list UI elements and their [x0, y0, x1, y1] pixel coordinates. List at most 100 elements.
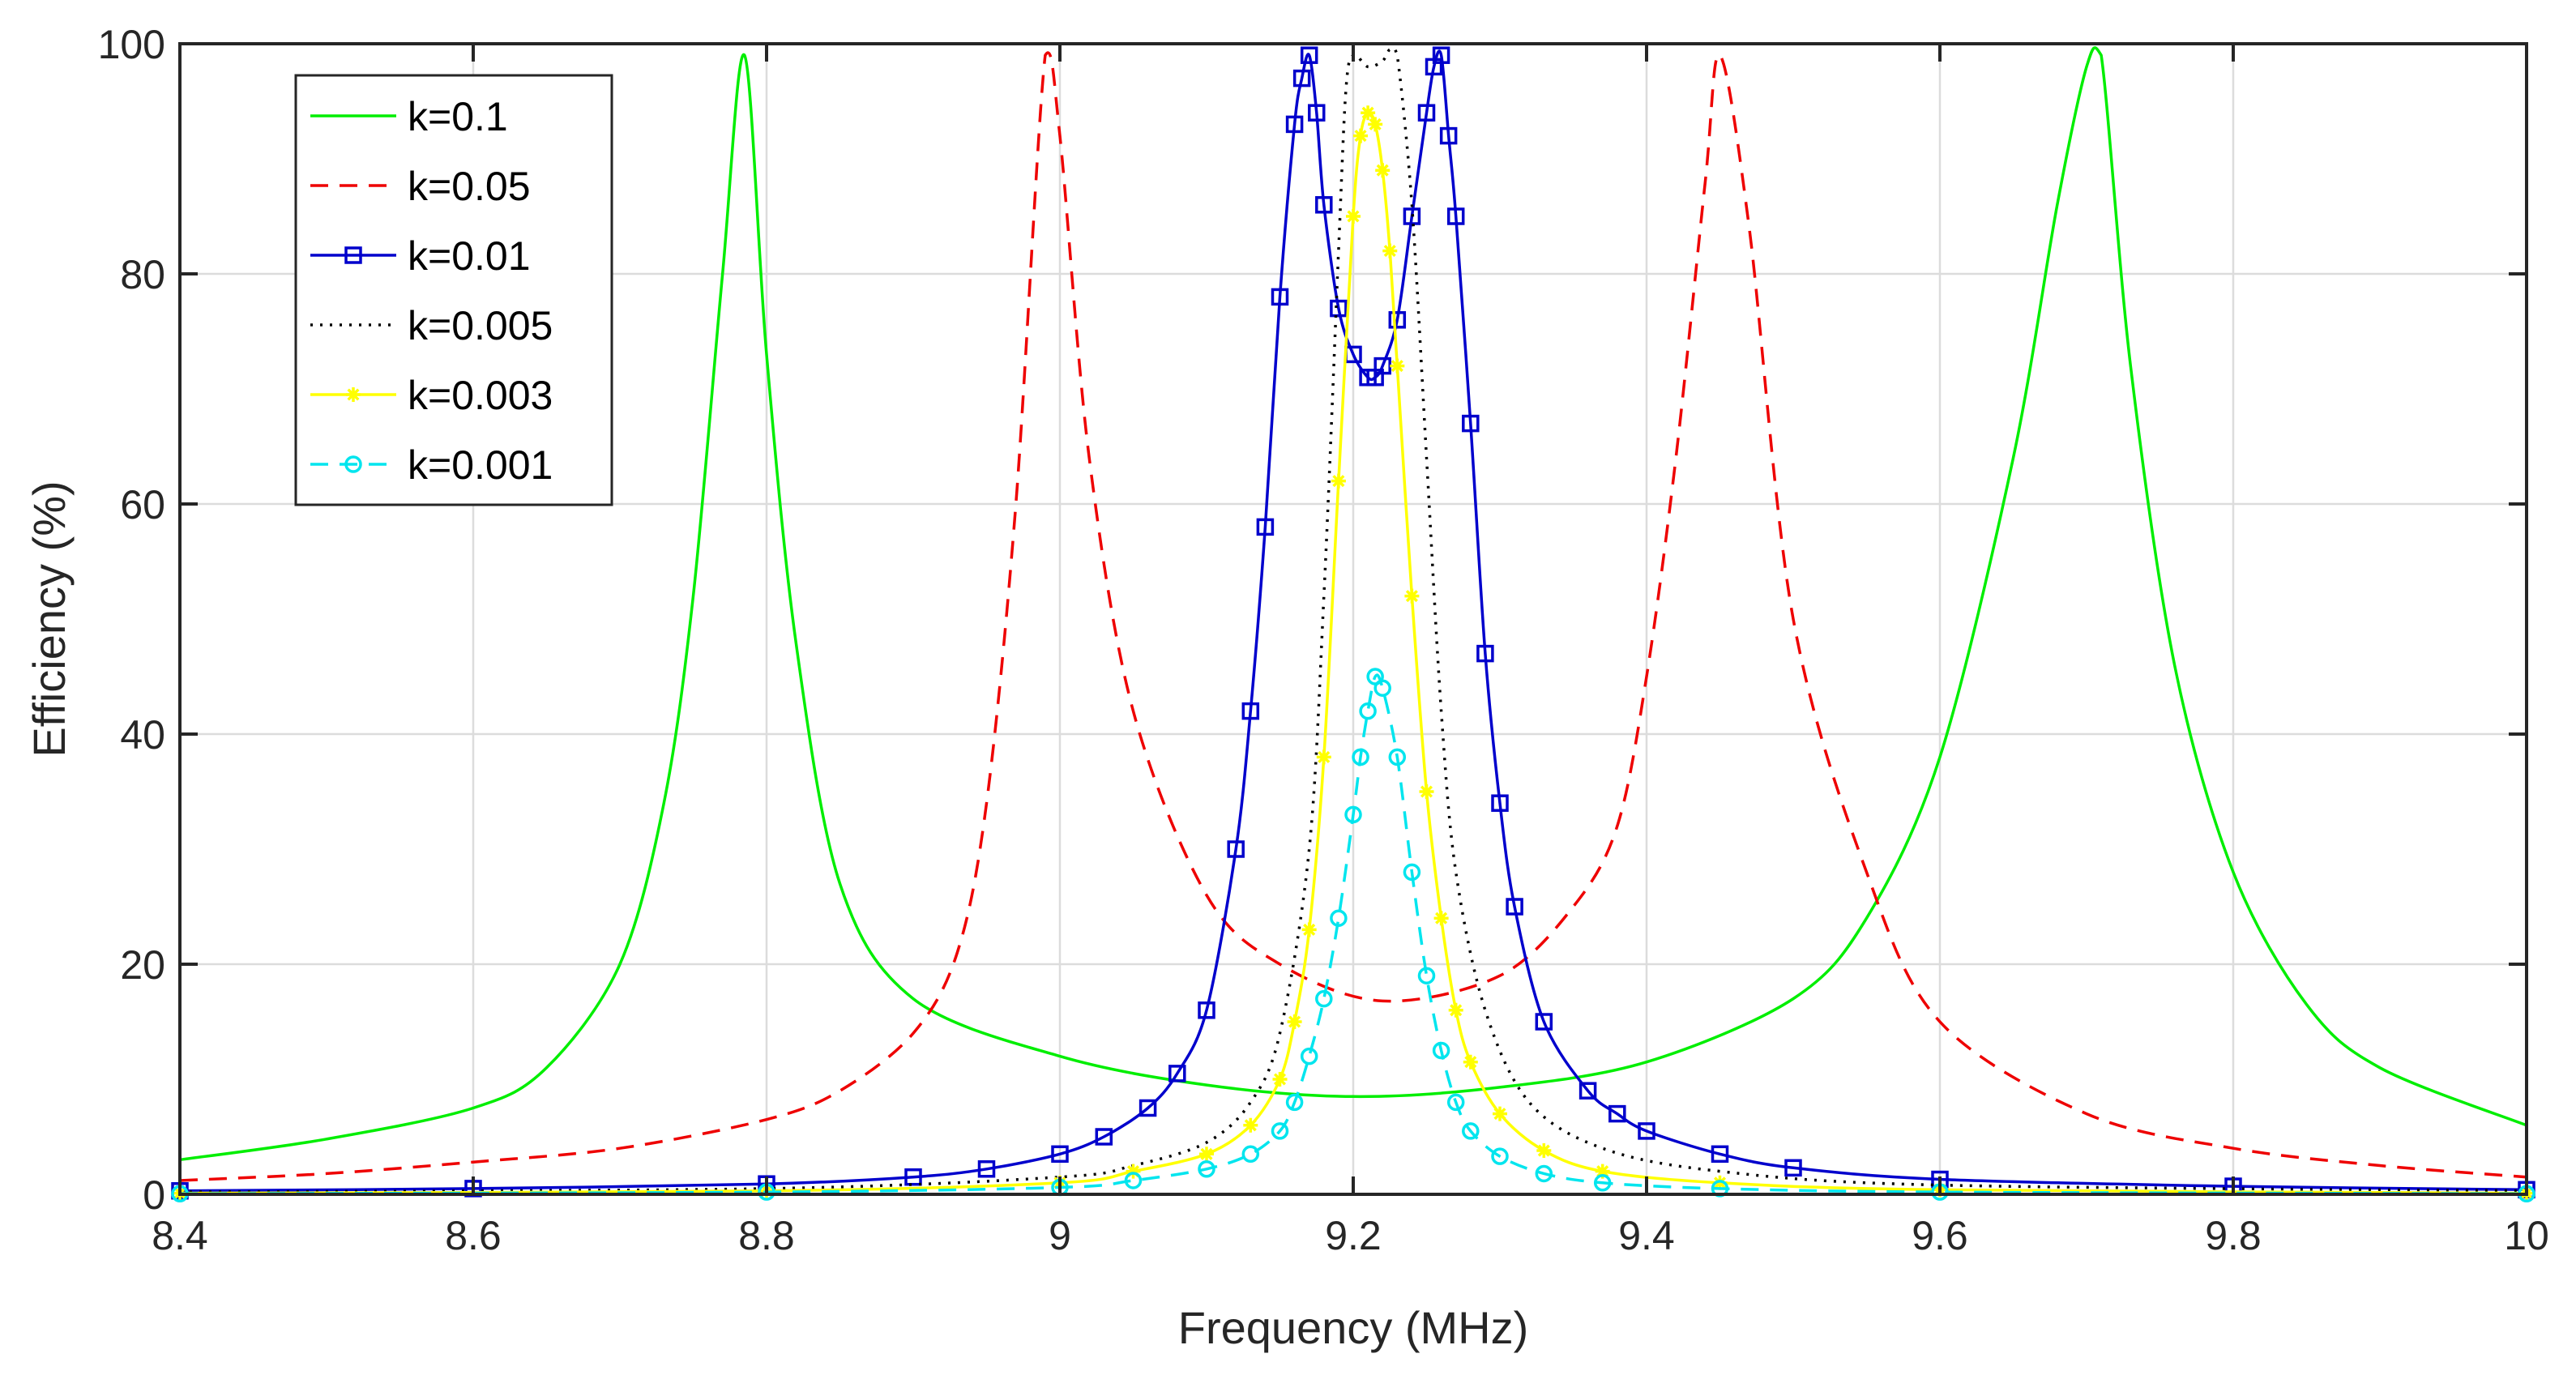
data-point-marker: [1417, 104, 1436, 122]
data-point-marker: [1138, 1099, 1157, 1117]
data-point-marker: [1375, 163, 1391, 178]
series-k-0.003: [173, 105, 2534, 1201]
data-point-marker: [1432, 46, 1450, 64]
legend-label: k=0.05: [408, 164, 531, 209]
legend-label: k=0.003: [408, 373, 553, 418]
data-point-marker: [1419, 784, 1434, 799]
legend-item[interactable]: k=0.005: [310, 303, 553, 348]
data-point-marker: [1271, 288, 1289, 306]
y-tick-label: 20: [120, 942, 165, 988]
legend-marker: [346, 387, 361, 402]
data-point-marker: [1535, 1164, 1553, 1183]
x-axis-label: Frequency (MHz): [1178, 1302, 1529, 1353]
data-point-marker: [1711, 1145, 1729, 1164]
data-point-marker: [1578, 1082, 1597, 1100]
data-point-marker: [1241, 1145, 1260, 1164]
legend-item[interactable]: k=0.01: [310, 233, 531, 279]
data-point-marker: [1388, 311, 1407, 329]
data-point-marker: [1433, 911, 1449, 926]
data-point-marker: [1256, 518, 1275, 536]
data-point-marker: [1199, 1147, 1214, 1162]
data-point-marker: [1308, 104, 1326, 122]
x-tick-label: 9: [1049, 1213, 1071, 1258]
data-point-marker: [1403, 863, 1421, 882]
legend-item[interactable]: k=0.003: [310, 373, 553, 418]
y-axis-label: Efficiency (%): [23, 480, 75, 757]
data-point-marker: [1382, 243, 1398, 258]
data-point-marker: [1285, 115, 1304, 134]
data-point-marker: [1462, 414, 1480, 433]
data-point-marker: [1315, 196, 1333, 214]
data-point-marker: [1272, 1072, 1288, 1087]
legend-label: k=0.005: [408, 303, 553, 348]
data-point-marker: [1124, 1172, 1143, 1189]
legend-item[interactable]: k=0.001: [310, 442, 553, 488]
data-point-marker: [1506, 898, 1523, 916]
data-point-marker: [1300, 1047, 1318, 1065]
data-point-marker: [1353, 128, 1369, 143]
data-point-marker: [1285, 1093, 1304, 1112]
data-point-marker: [1126, 1164, 1141, 1179]
y-tick-label: 80: [120, 252, 165, 297]
data-point-marker: [1446, 1093, 1465, 1112]
data-point-marker: [1404, 588, 1420, 604]
data-point-marker: [977, 1160, 996, 1178]
x-tick-label: 9.6: [1912, 1213, 1968, 1258]
data-point-marker: [1638, 1122, 1655, 1140]
data-point-marker: [1316, 749, 1331, 765]
data-point-marker: [1403, 207, 1421, 225]
legend-item[interactable]: k=0.05: [310, 164, 531, 209]
series-line: [179, 51, 2527, 1182]
legend-label: k=0.01: [408, 233, 531, 279]
y-tick-label: 40: [120, 712, 165, 758]
data-point-marker: [1462, 1122, 1480, 1140]
data-point-marker: [1198, 1001, 1215, 1019]
data-point-marker: [1271, 1122, 1289, 1140]
data-point-marker: [1535, 1013, 1553, 1031]
data-point-marker: [1784, 1159, 1802, 1177]
legend-marker: [344, 246, 362, 264]
data-point-marker: [1608, 1104, 1626, 1123]
legend-box: [294, 74, 613, 506]
series-layer: [171, 46, 2535, 1203]
data-point-marker: [1301, 922, 1317, 937]
data-point-marker: [1227, 840, 1245, 858]
data-point-marker: [1346, 209, 1361, 224]
data-point-marker: [1292, 69, 1311, 88]
data-point-marker: [1491, 794, 1509, 812]
data-point-marker: [1051, 1145, 1069, 1164]
data-point-marker: [1330, 909, 1348, 927]
data-point-marker: [1287, 1014, 1302, 1029]
x-tick-label: 9.2: [1325, 1213, 1382, 1258]
data-point-marker: [1448, 1002, 1463, 1018]
data-point-marker: [1198, 1160, 1215, 1178]
data-point-marker: [904, 1168, 922, 1186]
data-point-marker: [1300, 46, 1318, 64]
data-point-marker: [1432, 1041, 1450, 1060]
series-line: [179, 46, 2527, 1162]
data-point-marker: [1463, 1054, 1478, 1070]
legend-label: k=0.001: [408, 442, 553, 488]
x-tick-label: 8.6: [445, 1213, 502, 1258]
legend[interactable]: k=0.1 k=0.05 k=0.01 k=0.005 k=0.003 k=0.001: [294, 74, 613, 506]
data-point-marker: [1241, 702, 1260, 720]
x-tick-label: 9.8: [2205, 1213, 2262, 1258]
data-point-marker: [1344, 805, 1362, 824]
data-point-marker: [1373, 357, 1391, 375]
y-tick-label: 0: [143, 1172, 165, 1218]
data-point-marker: [1095, 1128, 1113, 1146]
data-point-marker: [1330, 299, 1348, 318]
data-point-marker: [1388, 748, 1407, 766]
legend-marker: [344, 455, 362, 473]
data-point-marker: [1476, 644, 1494, 663]
data-point-marker: [1168, 1065, 1186, 1082]
data-point-marker: [1331, 473, 1346, 489]
x-tick-label: 9.4: [1618, 1213, 1675, 1258]
legend-item[interactable]: k=0.1: [310, 94, 508, 139]
series-line: [179, 49, 2527, 1193]
y-tick-label: 60: [120, 482, 165, 527]
series-line: [179, 673, 2527, 1196]
data-point-marker: [1439, 126, 1458, 145]
x-tick-label: 8.8: [738, 1213, 795, 1258]
